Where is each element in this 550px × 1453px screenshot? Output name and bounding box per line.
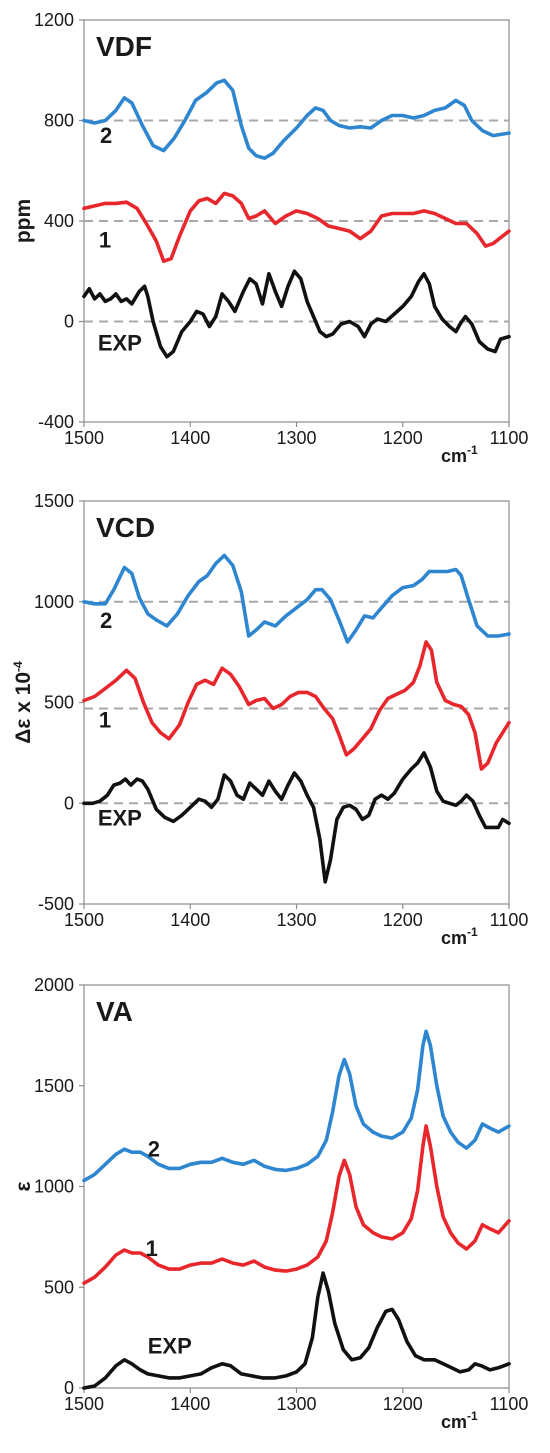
y-axis-label: ε (12, 1181, 35, 1191)
y-tick-label: -400 (38, 412, 74, 432)
panel-title: VCD (96, 512, 155, 543)
series-label: EXP (98, 330, 142, 355)
x-unit-exponent: -1 (467, 1409, 478, 1423)
x-tick-label: 1300 (276, 1394, 316, 1414)
series-line-2 (82, 78, 511, 160)
y-label-text: ε (12, 1181, 35, 1191)
y-tick-label: 1200 (34, 10, 74, 30)
x-tick-label: 1200 (383, 910, 423, 930)
y-label-text: Δε x 10 (12, 672, 35, 744)
y-axis-label: ppm (12, 199, 35, 243)
x-tick-label: 1100 (490, 910, 529, 930)
x-tick-label: 1300 (276, 910, 316, 930)
plot-frame (83, 500, 510, 905)
series-line-1 (82, 1124, 511, 1285)
x-tick-label: 1400 (170, 428, 210, 448)
chart-panel-vdf: -400 0 400 800 1200 1500 1400 1300 1200 1100 2 1 EXP… (12, 10, 528, 466)
series-line-1 (82, 191, 511, 263)
x-axis-unit: cm-1 (441, 443, 478, 466)
x-tick-label: 1500 (64, 1394, 104, 1414)
chart-panel-va: 0 500 1000 1500 2000 1500 1400 1300 1200 1100 2 1 EX… (12, 975, 528, 1432)
x-unit-text: cm (441, 446, 467, 466)
x-unit-text: cm (441, 928, 467, 948)
series-label: 2 (100, 123, 112, 148)
panel-title: VA (96, 996, 133, 1027)
x-tick-label: 1100 (490, 1394, 529, 1414)
y-tick-label: 1500 (34, 1076, 74, 1096)
x-tick-label: 1400 (170, 910, 210, 930)
series-label: EXP (98, 805, 142, 830)
series-line-1 (82, 640, 511, 771)
y-tick-label: 2000 (34, 975, 74, 995)
x-tick-label: 1300 (276, 428, 316, 448)
series-label: 1 (99, 227, 111, 252)
y-tick-label: 800 (44, 111, 74, 131)
y-tick-label: 400 (44, 211, 74, 231)
x-tick-label: 1500 (64, 910, 104, 930)
x-tick-label: 1200 (383, 428, 423, 448)
x-unit-exponent: -1 (467, 925, 478, 939)
y-axis-label: Δε x 10-4 (11, 661, 35, 744)
x-unit-text: cm (441, 1412, 467, 1432)
y-tick-label: -500 (38, 894, 74, 914)
y-tick-label: 0 (64, 312, 74, 332)
y-tick-label: 1500 (34, 491, 74, 511)
y-tick-label: 0 (64, 1378, 74, 1398)
x-tick-label: 1500 (64, 428, 104, 448)
y-tick-label: 1000 (34, 592, 74, 612)
series-line-exp (82, 751, 511, 884)
x-axis-unit: cm-1 (441, 1409, 478, 1432)
chart-panel-vcd: -500 0 500 1000 1500 1500 1400 1300 1200 1100 2 1 EX… (11, 491, 528, 948)
series-line-2 (82, 1029, 511, 1183)
x-tick-label: 1200 (383, 1394, 423, 1414)
y-tick-label: 0 (64, 793, 74, 813)
y-tick-label: 500 (44, 1277, 74, 1297)
series-label: 2 (148, 1136, 160, 1161)
series-line-exp (82, 269, 511, 359)
series-line-exp (82, 1271, 511, 1390)
plot-frame (83, 984, 510, 1389)
series-line-2 (82, 553, 511, 644)
series-label: 2 (100, 608, 112, 633)
series-label: 1 (146, 1236, 158, 1261)
y-tick-label: 500 (44, 693, 74, 713)
y-label-text: ppm (12, 199, 35, 243)
x-tick-label: 1100 (490, 428, 529, 448)
panel-title: VDF (96, 31, 152, 62)
x-axis-unit: cm-1 (441, 925, 478, 948)
series-label: EXP (148, 1334, 192, 1359)
x-tick-label: 1400 (170, 1394, 210, 1414)
y-label-exponent: -4 (11, 661, 25, 672)
x-unit-exponent: -1 (467, 443, 478, 457)
series-label: 1 (99, 708, 111, 733)
y-tick-label: 1000 (34, 1177, 74, 1197)
